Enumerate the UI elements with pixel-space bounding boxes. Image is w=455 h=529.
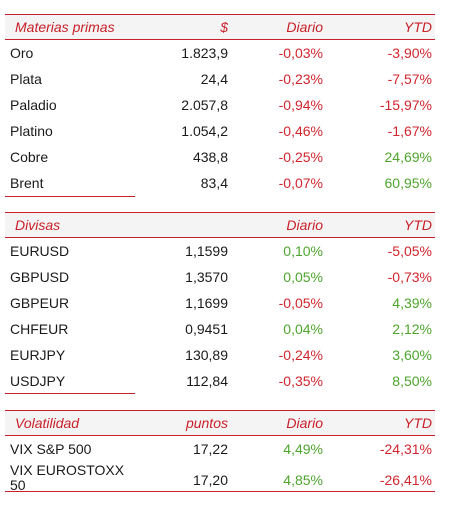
table-row: Paladio 2.057,8 -0,94% -15,97% (5, 92, 435, 118)
table-row: Brent 83,4 -0,07% 60,95% (5, 170, 435, 196)
header-ytd: YTD (404, 19, 432, 35)
table-row: Plata 24,4 -0,23% -7,57% (5, 66, 435, 92)
row-daily-change: -0,46% (278, 123, 323, 139)
row-ytd-change: -1,67% (387, 123, 432, 139)
divisas-header: Divisas Diario YTD (5, 212, 435, 238)
row-ytd-change: -15,97% (379, 97, 432, 113)
table-row: GBPUSD 1,3570 0,05% -0,73% (5, 264, 435, 290)
row-name: VIX S&P 500 (10, 441, 92, 457)
row-name: VIX EUROSTOXX 50 (10, 462, 125, 493)
row-name: Cobre (10, 149, 49, 165)
row-value: 130,89 (185, 347, 228, 363)
table-row: USDJPY 112,84 -0,35% 8,50% (5, 368, 435, 394)
table-row: Cobre 438,8 -0,25% 24,69% (5, 144, 435, 170)
row-value: 112,84 (186, 373, 228, 389)
header-ytd: YTD (404, 217, 432, 233)
row-ytd-change: 3,60% (392, 347, 432, 363)
table-row: VIX S&P 500 17,22 4,49% -24,31% (5, 436, 435, 462)
row-daily-change: -0,25% (278, 149, 323, 165)
row-name: Paladio (10, 97, 57, 113)
divisas-rows: EURUSD 1,1599 0,10% -5,05% GBPUSD 1,3570 0,05%… (5, 238, 435, 394)
row-value: 83,4 (200, 175, 228, 191)
header-daily: Diario (286, 19, 323, 35)
row-daily-change: 0,04% (283, 321, 323, 337)
row-value: 17,20 (192, 472, 228, 488)
volatilidad-rows: VIX S&P 500 17,22 4,49% -24,31% VIX EUROSTOX… (5, 436, 435, 498)
materias-bottom-rule (5, 196, 135, 197)
row-ytd-change: 2,12% (392, 321, 432, 337)
table-row: EURUSD 1,1599 0,10% -5,05% (5, 238, 435, 264)
row-name: Oro (10, 45, 34, 61)
row-ytd-change: -5,05% (387, 243, 432, 259)
row-name: EURJPY (10, 347, 66, 363)
header-unit: $ (220, 19, 228, 35)
table-row: GBPEUR 1,1699 -0,05% 4,39% (5, 290, 435, 316)
header-ytd: YTD (404, 415, 432, 431)
divisas-table: Divisas Diario YTD EURUSD 1,1599 0,10% -5,0… (5, 212, 435, 394)
row-value: 1.054,2 (181, 123, 228, 139)
row-name: CHFEUR (10, 321, 69, 337)
row-daily-change: -0,94% (278, 97, 323, 113)
row-ytd-change: -26,41% (379, 472, 432, 488)
header-section-title: Materias primas (15, 19, 115, 35)
row-name: Platino (10, 123, 53, 139)
header-daily: Diario (286, 217, 323, 233)
row-ytd-change: -3,90% (387, 45, 432, 61)
header-section-title: Divisas (15, 217, 61, 233)
row-name: Brent (10, 175, 44, 191)
row-name: Plata (10, 71, 42, 87)
volatilidad-header: Volatilidad puntos Diario YTD (5, 410, 435, 436)
divisas-bottom-rule (5, 393, 135, 394)
row-daily-change: 4,49% (283, 441, 323, 457)
materias-primas-table: Materias primas $ Diario YTD Oro 1.823,9 -… (5, 14, 435, 196)
row-name: GBPEUR (10, 295, 70, 311)
row-daily-change: -0,23% (278, 71, 323, 87)
row-daily-change: -0,03% (278, 45, 323, 61)
row-daily-change: -0,07% (278, 175, 323, 191)
row-ytd-change: 60,95% (384, 175, 432, 191)
materias-primas-header: Materias primas $ Diario YTD (5, 14, 435, 40)
row-value: 1,1699 (185, 295, 228, 311)
table-row: CHFEUR 0,9451 0,04% 2,12% (5, 316, 435, 342)
row-ytd-change: 8,50% (392, 373, 432, 389)
header-daily: Diario (286, 415, 323, 431)
row-ytd-change: 24,69% (384, 149, 432, 165)
row-value: 17,22 (192, 441, 228, 457)
table-row: VIX EUROSTOXX 50 17,20 4,85% -26,41% (5, 462, 435, 498)
row-value: 2.057,8 (181, 97, 228, 113)
header-unit: puntos (185, 415, 228, 431)
row-name: GBPUSD (10, 269, 70, 285)
row-value: 24,4 (200, 71, 228, 87)
volatilidad-bottom-rule (5, 491, 435, 492)
row-daily-change: -0,05% (278, 295, 323, 311)
row-daily-change: 4,85% (283, 472, 323, 488)
row-name: USDJPY (10, 373, 66, 389)
header-section-title: Volatilidad (15, 415, 80, 431)
row-value: 1.823,9 (181, 45, 228, 61)
volatilidad-table: Volatilidad puntos Diario YTD VIX S&P 50… (5, 410, 435, 498)
table-row: Oro 1.823,9 -0,03% -3,90% (5, 40, 435, 66)
row-value: 0,9451 (185, 321, 228, 337)
row-daily-change: -0,24% (278, 347, 323, 363)
row-value: 1,3570 (185, 269, 228, 285)
row-ytd-change: 4,39% (392, 295, 432, 311)
row-ytd-change: -7,57% (387, 71, 432, 87)
row-value: 1,1599 (185, 243, 228, 259)
row-ytd-change: -24,31% (379, 441, 432, 457)
row-daily-change: 0,05% (283, 269, 323, 285)
table-row: EURJPY 130,89 -0,24% 3,60% (5, 342, 435, 368)
row-daily-change: 0,10% (283, 243, 323, 259)
row-daily-change: -0,35% (278, 373, 323, 389)
row-ytd-change: -0,73% (387, 269, 432, 285)
table-row: Platino 1.054,2 -0,46% -1,67% (5, 118, 435, 144)
row-name: EURUSD (10, 243, 70, 259)
materias-primas-rows: Oro 1.823,9 -0,03% -3,90% Plata 24,4 -0,23% -7,… (5, 40, 435, 196)
row-value: 438,8 (192, 149, 228, 165)
